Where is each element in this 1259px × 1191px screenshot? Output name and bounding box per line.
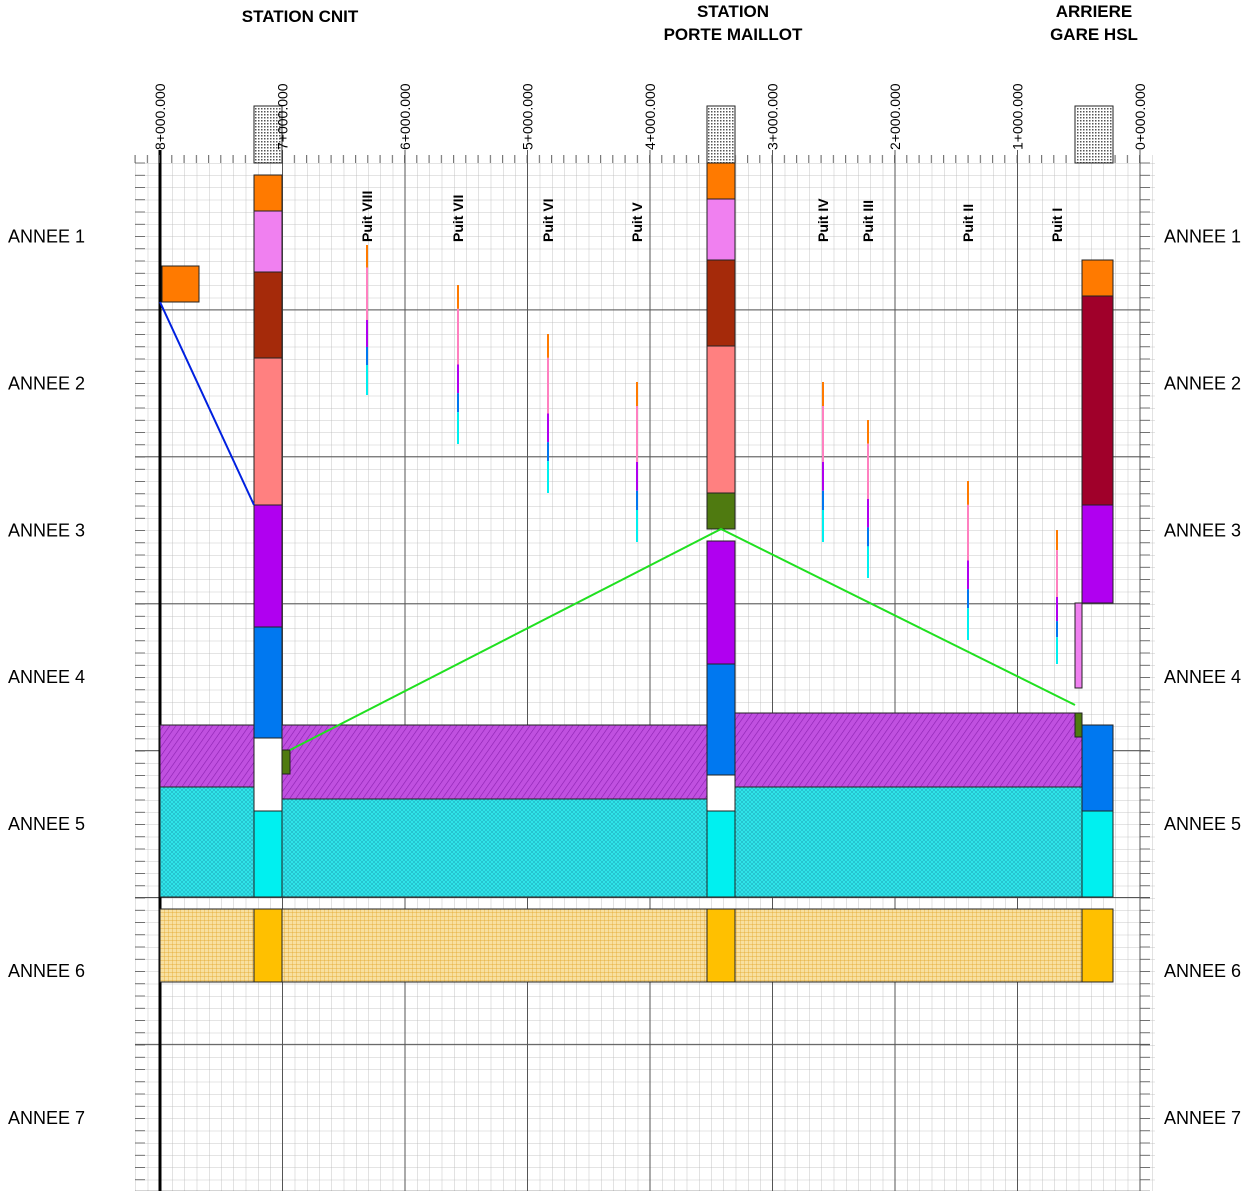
link (159, 301, 255, 506)
chainage-label: 0+000.000 (1132, 83, 1148, 150)
well-label: Puit II (960, 204, 976, 242)
phase (706, 162, 736, 200)
chainage-label: 7+000.000 (275, 83, 291, 150)
band (734, 786, 1083, 898)
year-label: ANNEE 1 (8, 226, 85, 246)
phase (253, 174, 283, 212)
year-label: ANNEE 4 (1164, 667, 1241, 687)
well-label: Puit VII (450, 195, 466, 242)
station-title: PORTE MAILLOT (664, 25, 803, 44)
grid (135, 155, 1155, 1191)
phase (253, 357, 283, 506)
phase (706, 259, 736, 347)
year-label: ANNEE 5 (8, 814, 85, 834)
block (281, 749, 291, 775)
year-label: ANNEE 2 (1164, 373, 1241, 393)
phase (253, 210, 283, 273)
phase (706, 540, 736, 665)
phase (1081, 810, 1114, 898)
station-title: ARRIERE (1056, 2, 1133, 21)
station-box (1074, 105, 1114, 164)
layer: Puit VIII Puit VII Puit VI Puit V Puit IV Pui… (8, 2, 1241, 1191)
phase (706, 492, 736, 530)
well-label: Puit I (1049, 208, 1065, 242)
phase (706, 908, 736, 983)
phase (253, 908, 283, 983)
phase (253, 737, 283, 812)
station-box (253, 105, 283, 164)
well-label: Puit III (860, 200, 876, 242)
year-label: ANNEE 4 (8, 667, 85, 687)
station-title: GARE HSL (1050, 25, 1138, 44)
band (281, 798, 708, 898)
year-label: ANNEE 3 (1164, 520, 1241, 540)
phase (253, 504, 283, 628)
band (159, 724, 255, 788)
well-label: Puit IV (815, 198, 831, 242)
band (734, 712, 1083, 788)
year-label: ANNEE 7 (1164, 1108, 1241, 1128)
block (1074, 712, 1083, 738)
station-title: STATION CNIT (242, 7, 359, 26)
well-label: Puit V (629, 202, 645, 242)
station-box (706, 105, 736, 164)
phase (1081, 259, 1114, 297)
block (1074, 602, 1083, 689)
phase (1081, 908, 1114, 983)
phase (1081, 724, 1114, 812)
phase (706, 345, 736, 494)
station-title: STATION (697, 2, 769, 21)
phase (253, 271, 283, 359)
phase (1081, 504, 1114, 604)
phase (253, 810, 283, 898)
year-label: ANNEE 6 (8, 961, 85, 981)
phase (1081, 295, 1114, 506)
phase (706, 810, 736, 898)
phase (253, 626, 283, 739)
year-label: ANNEE 3 (8, 520, 85, 540)
chainage-label: 8+000.000 (152, 83, 168, 150)
link (289, 527, 1076, 751)
year-label: ANNEE 7 (8, 1108, 85, 1128)
band (159, 786, 255, 898)
well-label: Puit VI (540, 198, 556, 242)
year-label: ANNEE 1 (1164, 226, 1241, 246)
chainage-label: 6+000.000 (397, 83, 413, 150)
band (281, 724, 708, 800)
chainage-label: 4+000.000 (642, 83, 658, 150)
year-label: ANNEE 6 (1164, 961, 1241, 981)
well-label: Puit VIII (359, 191, 375, 242)
block (161, 265, 200, 303)
year-label: ANNEE 5 (1164, 814, 1241, 834)
band (159, 908, 1083, 983)
chainage-label: 3+000.000 (765, 83, 781, 150)
chainage-label: 5+000.000 (520, 83, 536, 150)
chainage-label: 2+000.000 (887, 83, 903, 150)
phase (706, 198, 736, 261)
chainage-label: 1+000.000 (1010, 83, 1026, 150)
year-label: ANNEE 2 (8, 373, 85, 393)
phase (706, 774, 736, 812)
phase (706, 663, 736, 776)
